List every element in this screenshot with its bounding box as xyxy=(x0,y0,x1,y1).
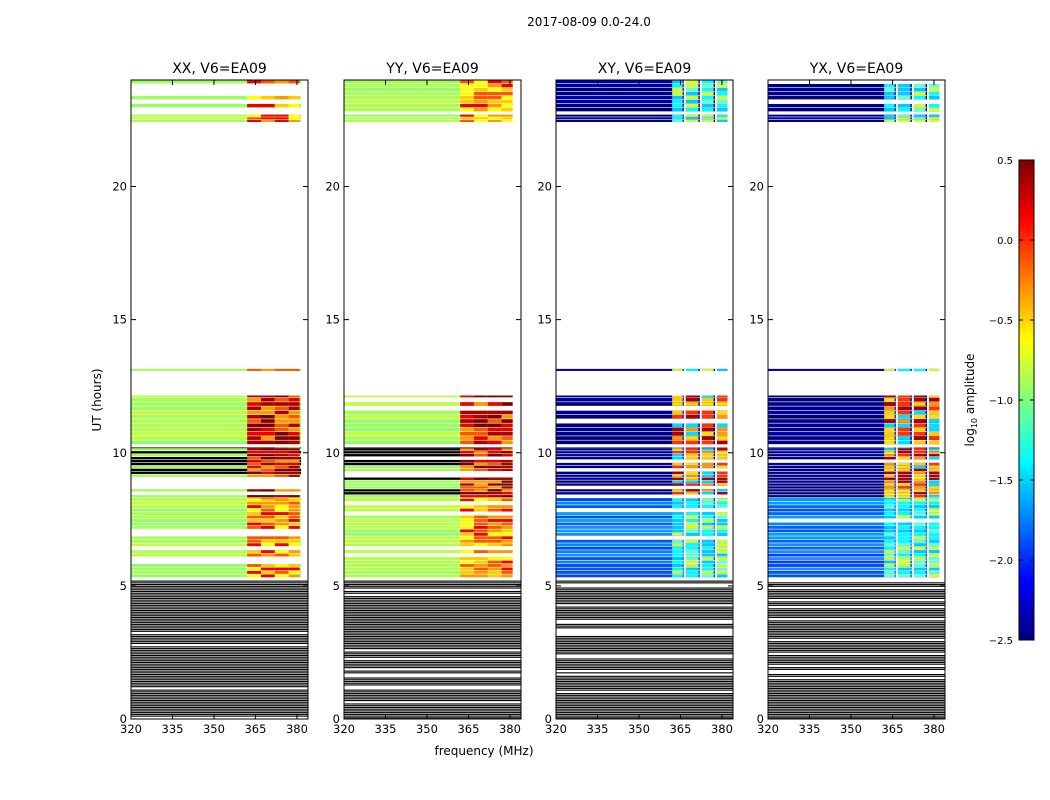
colorbar: 0.5 0.0 −0.5 −1.0 −1.5 −2.0 −2.5 log10 amplitud… xyxy=(963,156,1035,647)
x-tick-label: 335 xyxy=(375,722,397,736)
x-tick-label: 365 xyxy=(881,722,903,736)
colorbar-tick-label: −0.5 xyxy=(989,316,1013,327)
panel-title: XX, V6=EA09 xyxy=(172,61,267,77)
y-tick-label: 15 xyxy=(537,313,552,327)
y-tick-label: 20 xyxy=(325,180,340,194)
panel-3: XY, V6=EA09 320 335 350 365 380 0 5 10 15 20 xyxy=(537,61,734,736)
y-axis-label: UT (hours) xyxy=(90,368,104,431)
x-tick-label: 335 xyxy=(162,722,184,736)
x-tick-label: 380 xyxy=(923,722,945,736)
x-tick-label: 365 xyxy=(457,722,479,736)
x-tick-label: 365 xyxy=(244,722,266,736)
y-tick-label: 20 xyxy=(537,180,552,194)
heatmap-image xyxy=(344,80,521,719)
y-tick-label: 0 xyxy=(333,712,340,726)
y-tick-label: 10 xyxy=(537,446,552,460)
axes-frame xyxy=(343,79,522,720)
axes-frame xyxy=(130,79,309,720)
axes-frame xyxy=(767,79,946,720)
heatmap-image xyxy=(131,80,308,717)
heatmap-image xyxy=(768,83,945,719)
x-tick-label: 320 xyxy=(757,722,779,736)
x-tick-label: 335 xyxy=(799,722,821,736)
colorbar-tick-label: 0.0 xyxy=(997,236,1013,247)
y-tick-label: 10 xyxy=(112,446,127,460)
y-tick-label: 5 xyxy=(120,579,127,593)
x-tick-label: 380 xyxy=(499,722,521,736)
y-tick-label: 0 xyxy=(757,712,764,726)
x-tick-label: 320 xyxy=(120,722,142,736)
y-tick-label: 0 xyxy=(545,712,552,726)
x-tick-label: 350 xyxy=(203,722,225,736)
y-tick-label: 15 xyxy=(325,313,340,327)
x-tick-label: 350 xyxy=(628,722,650,736)
x-axis-label: frequency (MHz) xyxy=(434,744,533,758)
x-tick-label: 350 xyxy=(416,722,438,736)
y-tick-label: 20 xyxy=(749,180,764,194)
panel-title: YY, V6=EA09 xyxy=(385,61,478,77)
axes-frame xyxy=(555,79,734,720)
x-tick-label: 380 xyxy=(286,722,308,736)
y-tick-label: 5 xyxy=(545,579,552,593)
colorbar-tick-label: 0.5 xyxy=(997,156,1013,167)
colorbar-tick-label: −1.0 xyxy=(989,396,1013,407)
colorbar-label: log10 amplitude xyxy=(963,354,979,447)
x-tick-label: 365 xyxy=(669,722,691,736)
heatmap-image xyxy=(556,80,733,719)
panel-2: YY, V6=EA09 320 335 350 365 380 0 5 10 15 20 xyxy=(325,61,522,736)
y-tick-label: 15 xyxy=(749,313,764,327)
y-tick-label: 5 xyxy=(333,579,340,593)
panel-title: YX, V6=EA09 xyxy=(809,61,904,77)
panel-4: YX, V6=EA09 320 335 350 365 380 0 5 10 15 20 xyxy=(749,61,946,736)
figure-suptitle: 2017-08-09 0.0-24.0 xyxy=(527,15,651,29)
colorbar-tick-label: −1.5 xyxy=(989,476,1013,487)
x-tick-label: 380 xyxy=(711,722,733,736)
x-tick-label: 320 xyxy=(545,722,567,736)
x-tick-label: 320 xyxy=(333,722,355,736)
y-tick-label: 15 xyxy=(112,313,127,327)
y-tick-label: 5 xyxy=(757,579,764,593)
x-tick-label: 335 xyxy=(587,722,609,736)
x-tick-label: 350 xyxy=(840,722,862,736)
colorbar-tick-label: −2.5 xyxy=(989,636,1013,647)
y-tick-label: 20 xyxy=(112,180,127,194)
panel-1: XX, V6=EA09 320 335 350 365 380 0 5 10 15 20 xyxy=(112,61,309,736)
y-tick-label: 10 xyxy=(325,446,340,460)
y-tick-label: 10 xyxy=(749,446,764,460)
colorbar-tick-label: −2.0 xyxy=(989,556,1013,567)
y-tick-label: 0 xyxy=(120,712,127,726)
panel-title: XY, V6=EA09 xyxy=(598,61,692,77)
